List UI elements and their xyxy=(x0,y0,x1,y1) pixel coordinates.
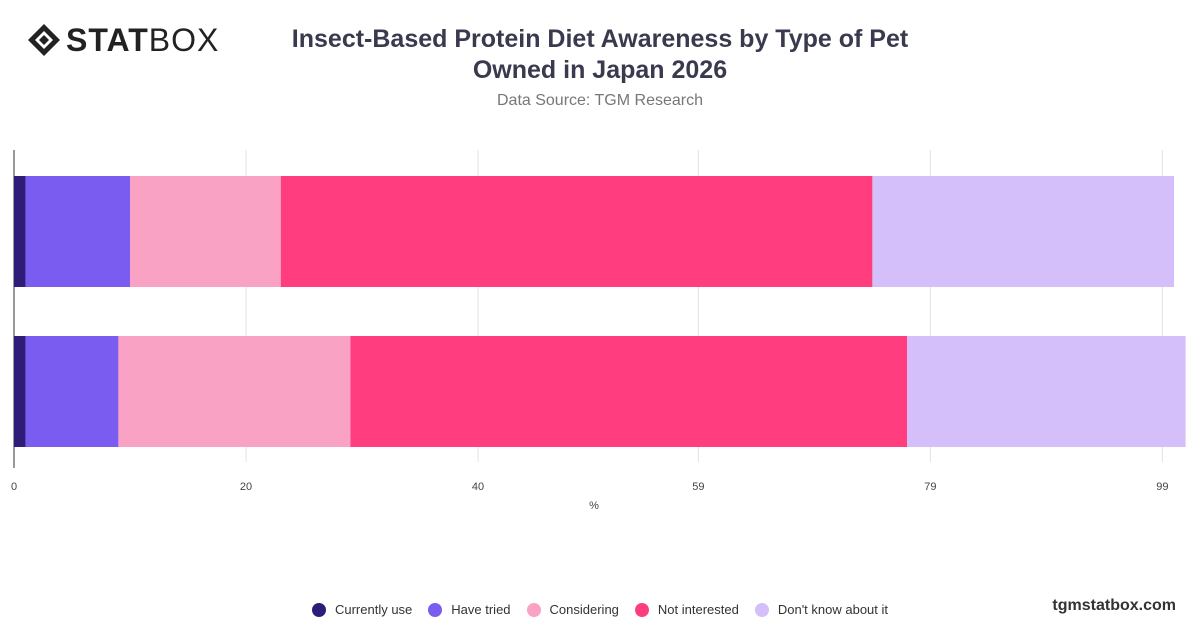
legend-label: Currently use xyxy=(334,602,413,617)
legend-label: Have tried xyxy=(451,602,511,617)
x-tick-label: 79 xyxy=(924,481,936,493)
legend-color-dot xyxy=(754,602,769,617)
logo-wordmark: STATBOX xyxy=(66,22,219,58)
bar-segment xyxy=(118,336,351,447)
logo-text-light: BOX xyxy=(148,22,220,58)
bar-segment xyxy=(25,176,131,287)
legend-label: Considering xyxy=(549,602,619,617)
legend-color-dot xyxy=(634,602,649,617)
bar-segment xyxy=(14,176,26,287)
bar-segment xyxy=(14,336,26,447)
diamond-logo-icon xyxy=(28,24,60,56)
chart-legend: Currently use Have tried Considering Not in… xyxy=(0,602,1200,617)
x-tick-label: 59 xyxy=(692,481,704,493)
legend-label: Not interested xyxy=(657,602,739,617)
x-tick-label: 40 xyxy=(472,481,484,493)
logo-text-bold: STAT xyxy=(66,22,149,58)
legend-color-dot xyxy=(311,602,326,617)
x-tick-label: 20 xyxy=(240,481,252,493)
legend-color-dot xyxy=(428,602,443,617)
legend-label: Don't know about it xyxy=(777,602,889,617)
bar-segment xyxy=(872,176,1174,287)
x-tick-label: 0 xyxy=(11,481,17,493)
bar-segment xyxy=(280,176,873,287)
chart-title: Insect-Based Protein Diet Awareness by T… xyxy=(250,24,950,86)
legend-item[interactable]: Don't know about it xyxy=(754,602,889,617)
watermark: tgmstatbox.com xyxy=(1052,597,1176,614)
x-axis-title: % xyxy=(589,500,599,512)
bar-segment xyxy=(907,336,1186,447)
x-tick-label: 99 xyxy=(1156,481,1168,493)
bar-segment xyxy=(25,336,119,447)
legend-item[interactable]: Have tried xyxy=(428,602,511,617)
chart-title-line1: Insect-Based Protein Diet Awareness by T… xyxy=(291,25,909,53)
legend-item[interactable]: Considering xyxy=(526,602,619,617)
statbox-logo: STATBOX xyxy=(26,22,219,58)
legend-item[interactable]: Currently use xyxy=(311,602,413,617)
chart-title-line2: Owned in Japan 2026 xyxy=(472,56,728,84)
legend-item[interactable]: Not interested xyxy=(634,602,739,617)
chart-subtitle: Data Source: TGM Research xyxy=(496,92,703,109)
stacked-bar-chart: 0 20 40 59 79 99% xyxy=(11,150,1186,512)
legend-color-dot xyxy=(526,602,541,617)
bar-segment xyxy=(350,336,908,447)
bar-segment xyxy=(130,176,281,287)
